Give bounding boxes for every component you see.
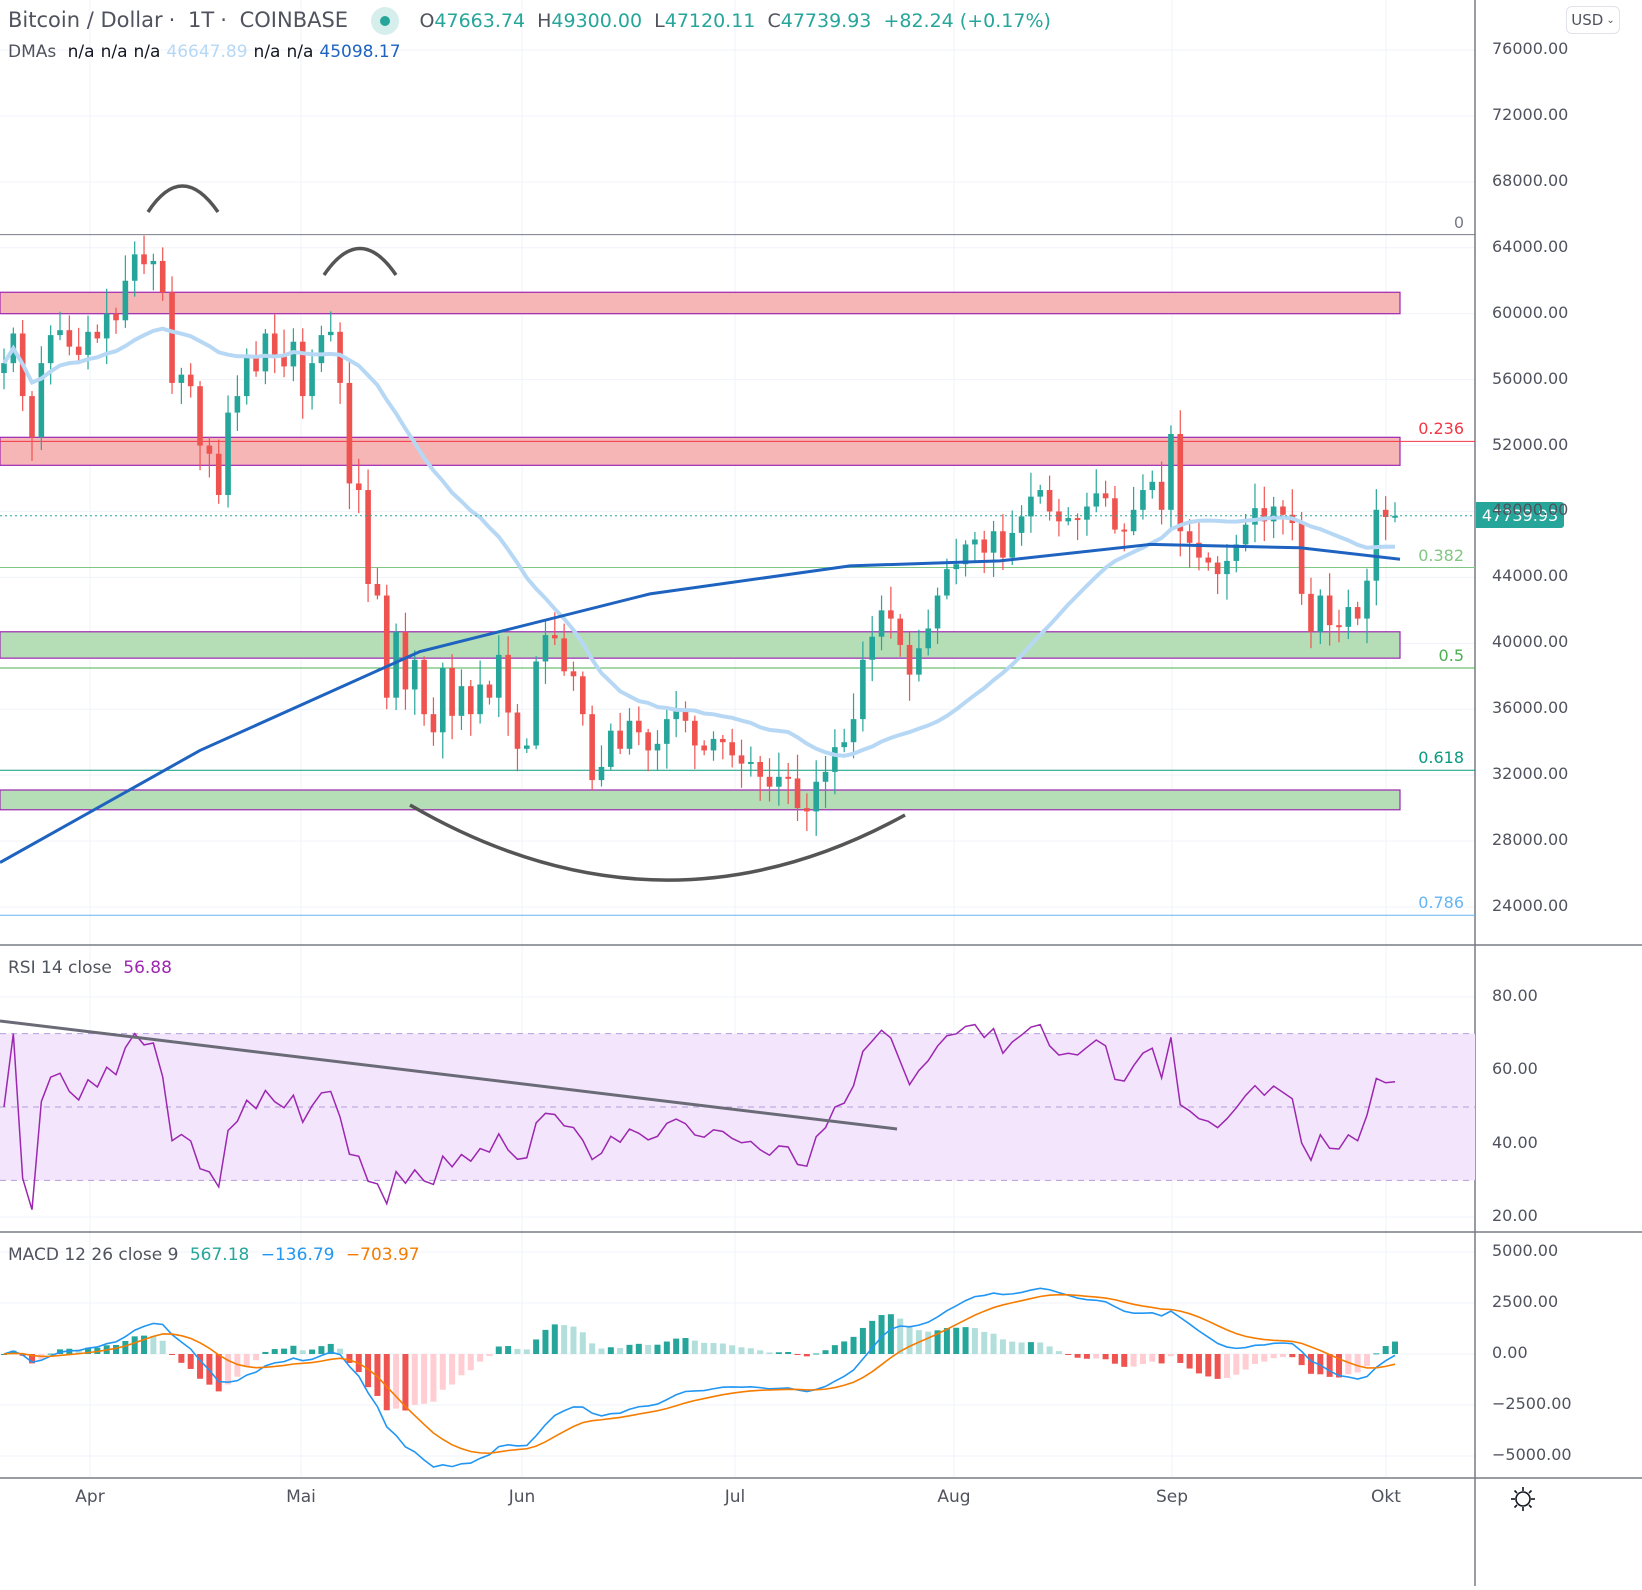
rsi-tick: 80.00	[1492, 986, 1538, 1005]
price-tick: 76000.00	[1492, 39, 1569, 58]
price-tick: 40000.00	[1492, 632, 1569, 652]
low-label: L	[654, 10, 665, 32]
price-tick: 56000.00	[1492, 368, 1569, 388]
price-tick: 48000.00	[1492, 500, 1569, 520]
macd-tick: −5000.00	[1492, 1445, 1572, 1464]
dma-value: n/a	[67, 42, 95, 62]
macd-tick: 2500.00	[1492, 1292, 1559, 1311]
price-tick: 64000.00	[1492, 236, 1569, 256]
last-price-value: 47739.93	[1481, 505, 1559, 525]
last-price-tag: 47739.93	[1476, 502, 1564, 528]
symbol-legend: Bitcoin / Dollar · 1T · COINBASE O47663.74…	[8, 7, 1063, 35]
macd-hist-value: 567.18	[189, 1245, 250, 1265]
price-tick: 68000.00	[1492, 170, 1569, 190]
rsi-tick: 40.00	[1492, 1132, 1538, 1152]
dma-value: n/a	[100, 42, 128, 62]
rsi-label: RSI 14 close	[8, 958, 112, 978]
time-tick: Okt	[1371, 1487, 1401, 1507]
exchange: COINBASE	[239, 8, 349, 32]
time-tick: Jun	[508, 1487, 536, 1507]
price-tick: 28000.00	[1492, 830, 1569, 850]
chevron-down-icon: ⌄	[1606, 14, 1615, 26]
fib-level-label: 0.382	[1418, 545, 1464, 565]
dmas-values: n/a n/a n/a 46647.89 n/a n/a 45098.17	[68, 42, 407, 62]
dmas-label: DMAs	[8, 42, 57, 62]
price-tick: 60000.00	[1492, 302, 1569, 322]
macd-tick: −2500.00	[1492, 1394, 1572, 1413]
candles	[1, 235, 1398, 836]
rsi-tick: 60.00	[1492, 1059, 1538, 1079]
fib-level-label: 0.618	[1418, 748, 1464, 768]
time-tick: Aug	[937, 1487, 971, 1507]
symbol-name[interactable]: Bitcoin / Dollar	[8, 8, 163, 32]
resistance-zone[interactable]	[0, 436, 1401, 466]
macd-line-value: −136.79	[260, 1245, 335, 1265]
open-label: O	[419, 10, 435, 32]
high-value: 49300.00	[551, 10, 643, 32]
macd-legend[interactable]: MACD 12 26 close 9 567.18 −136.79 −703.9…	[8, 1245, 426, 1265]
dma-value: n/a	[133, 42, 161, 62]
dma-value: n/a	[253, 42, 281, 62]
high-label: H	[537, 10, 552, 32]
time-tick: Sep	[1155, 1487, 1189, 1507]
price-tick: 44000.00	[1492, 566, 1569, 586]
fib-level-label: 0	[1453, 212, 1464, 232]
time-tick: Mai	[286, 1487, 316, 1507]
macd-tick: 0.00	[1492, 1343, 1528, 1362]
price-tick: 72000.00	[1492, 104, 1569, 124]
rsi-tick: 20.00	[1492, 1206, 1538, 1226]
ohlc-values: O47663.74 H49300.00 L47120.11 C47739.93 …	[419, 10, 1056, 32]
rsi-value: 56.88	[123, 958, 172, 978]
settings-gear-icon[interactable]	[1508, 1484, 1538, 1514]
fib-level-label: 0.786	[1418, 893, 1464, 913]
open-value: 47663.74	[434, 10, 526, 32]
fib-level-label: 0.236	[1418, 419, 1464, 439]
currency-label: USD	[1571, 11, 1604, 29]
time-tick: Apr	[75, 1487, 105, 1507]
close-label: C	[767, 10, 781, 32]
change-value: +82.24 (+0.17%)	[883, 10, 1051, 32]
price-tick: 32000.00	[1492, 764, 1569, 784]
macd-label: MACD 12 26 close 9	[8, 1245, 179, 1265]
price-tick: 36000.00	[1492, 698, 1569, 718]
interval[interactable]: 1T	[188, 8, 215, 32]
separator: ·	[168, 8, 176, 32]
macd-signal-value: −703.97	[345, 1245, 420, 1265]
dma-value: n/a	[286, 42, 314, 62]
rsi-legend[interactable]: RSI 14 close 56.88	[8, 958, 178, 978]
resistance-zone[interactable]	[0, 291, 1401, 315]
low-value: 47120.11	[664, 10, 756, 32]
time-tick: Jul	[724, 1487, 746, 1507]
support-zone[interactable]	[0, 789, 1401, 811]
fib-level-label: 0.5	[1438, 646, 1464, 666]
dma-value: 45098.17	[319, 42, 401, 62]
macd-histogram	[1, 1314, 1398, 1411]
market-status-icon	[370, 7, 399, 35]
price-tick: 52000.00	[1492, 434, 1569, 454]
support-zone[interactable]	[0, 631, 1401, 659]
dmas-legend[interactable]: DMAs n/a n/a n/a 46647.89 n/a n/a 45098.17	[8, 42, 413, 62]
close-value: 47739.93	[780, 10, 872, 32]
separator: ·	[220, 8, 227, 32]
macd-tick: 5000.00	[1492, 1241, 1559, 1260]
currency-dropdown[interactable]: USD ⌄	[1566, 6, 1620, 34]
price-tick: 24000.00	[1492, 896, 1569, 915]
dma-value: 46647.89	[166, 42, 248, 62]
